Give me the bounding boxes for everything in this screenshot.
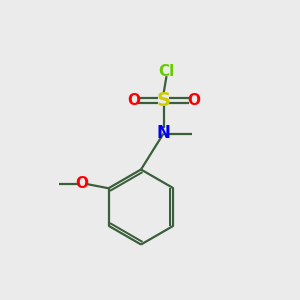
Text: Cl: Cl (158, 64, 175, 80)
Text: O: O (127, 93, 140, 108)
Text: O: O (75, 176, 88, 191)
Text: N: N (157, 124, 170, 142)
Text: O: O (187, 93, 200, 108)
Text: S: S (157, 91, 170, 110)
